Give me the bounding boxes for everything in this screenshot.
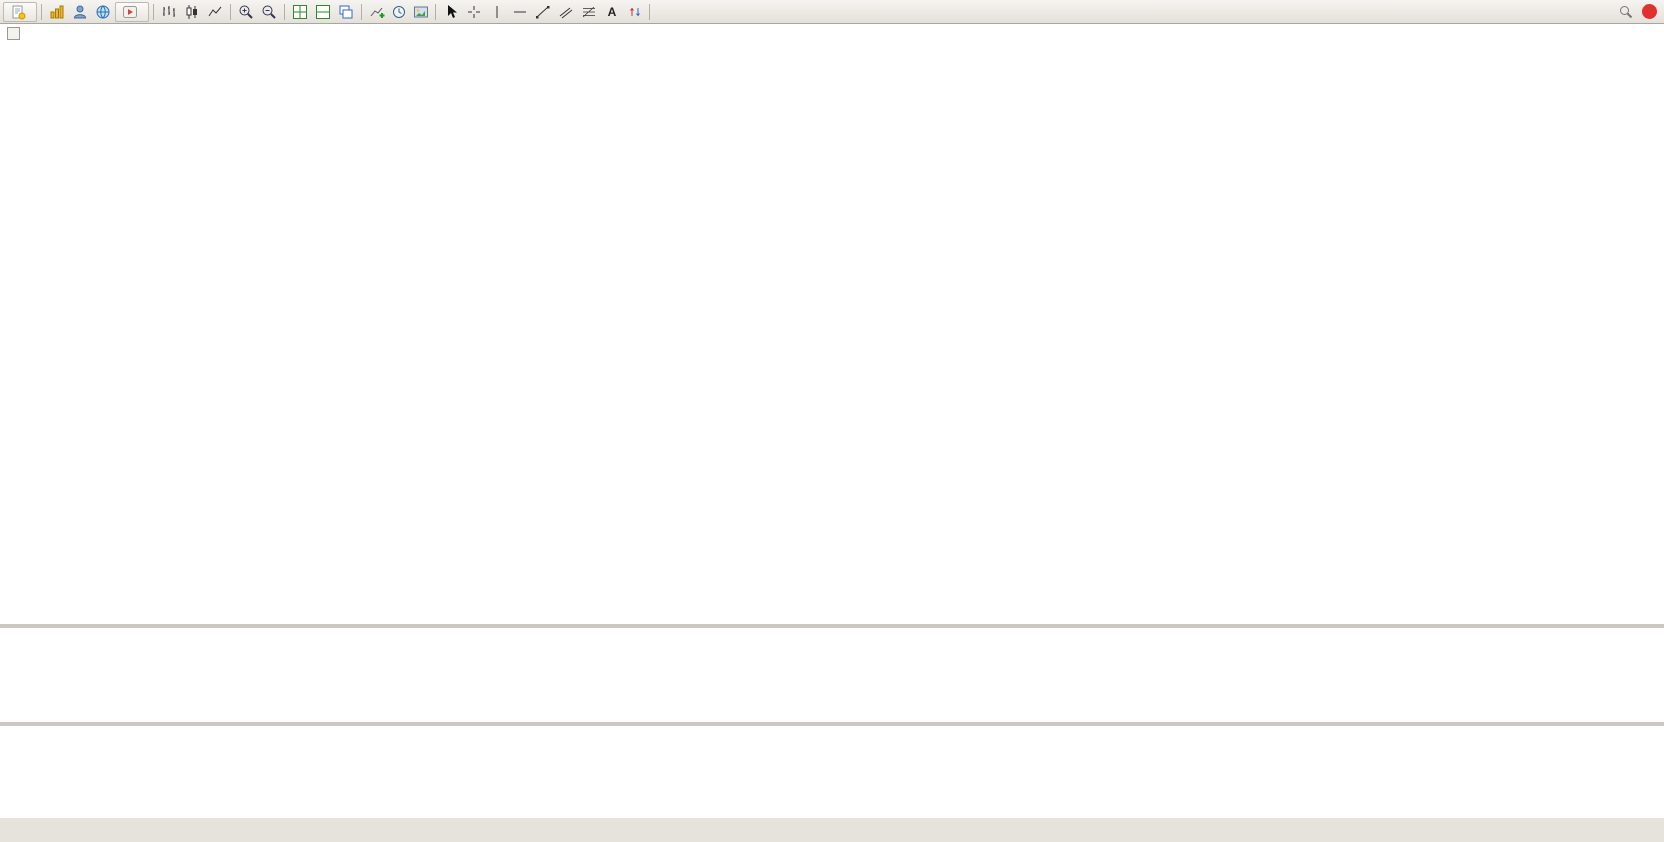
separator (41, 3, 42, 20)
text-label-icon[interactable]: A (601, 2, 623, 22)
new-order-button[interactable] (3, 1, 37, 22)
line-chart-icon[interactable] (204, 2, 226, 22)
rsi-chart[interactable] (0, 726, 1664, 818)
arrows-tool-icon[interactable] (624, 2, 646, 22)
profile-icon[interactable] (69, 2, 91, 22)
add-indicator-icon[interactable] (366, 2, 388, 22)
cursor-icon[interactable] (440, 2, 462, 22)
svg-text:A: A (608, 5, 617, 19)
macd-chart[interactable] (0, 628, 1664, 722)
toolbar: A (0, 0, 1664, 24)
chart-title-dropdown[interactable] (7, 27, 20, 40)
cascade-windows-icon[interactable] (335, 2, 357, 22)
panel-splitter[interactable] (0, 722, 1664, 726)
horizontal-line-icon[interactable] (509, 2, 531, 22)
separator (649, 3, 650, 20)
bar-chart-icon[interactable] (158, 2, 180, 22)
charts-icon[interactable] (46, 2, 68, 22)
separator (361, 3, 362, 20)
tile-horizontal-icon[interactable] (312, 2, 334, 22)
chart-title (7, 27, 32, 40)
zoom-in-icon[interactable] (235, 2, 257, 22)
price-chart[interactable] (0, 24, 1664, 624)
fibonacci-icon[interactable] (578, 2, 600, 22)
trendline-icon[interactable] (532, 2, 554, 22)
separator (435, 3, 436, 20)
vertical-line-icon[interactable] (486, 2, 508, 22)
separator (153, 3, 154, 20)
autotrading-icon (122, 4, 138, 20)
notification-badge[interactable] (1642, 4, 1657, 19)
period-icon[interactable] (388, 2, 410, 22)
tile-windows-icon[interactable] (289, 2, 311, 22)
market-watch-icon[interactable] (92, 2, 114, 22)
separator (284, 3, 285, 20)
new-order-icon (10, 4, 26, 20)
time-scale[interactable] (0, 818, 1664, 842)
crosshair-icon[interactable] (463, 2, 485, 22)
template-icon[interactable] (410, 2, 432, 22)
main-chart-panel (0, 24, 1664, 624)
channel-icon[interactable] (555, 2, 577, 22)
autotrading-button[interactable] (115, 1, 149, 22)
macd-panel (0, 628, 1664, 722)
rsi-panel (0, 726, 1664, 818)
search-icon[interactable] (1615, 2, 1637, 22)
zoom-out-icon[interactable] (258, 2, 280, 22)
candlestick-chart-icon[interactable] (181, 2, 203, 22)
panel-splitter[interactable] (0, 624, 1664, 628)
separator (230, 3, 231, 20)
